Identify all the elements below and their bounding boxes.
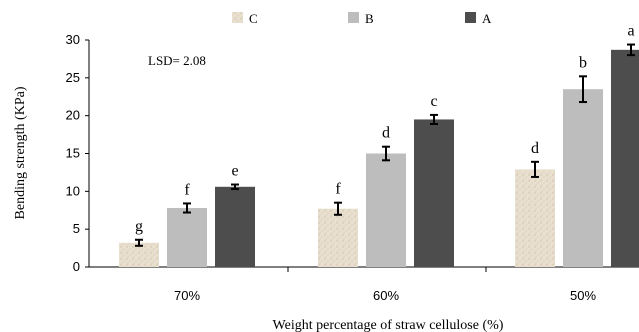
bar-C-60pct [318,208,358,267]
category-label: 70% [174,288,200,303]
bar-C-70pct [119,242,159,267]
significance-letter: g [135,218,143,235]
bar-A-50pct [611,49,639,267]
y-tick-label: 10 [66,183,80,198]
bar-C-50pct [515,169,555,267]
significance-letter: a [627,23,634,40]
legend-swatch-C [232,12,243,23]
y-tick-label: 25 [66,70,80,85]
bar-B-60pct [366,153,406,267]
significance-letter: e [231,163,238,180]
significance-letter: d [382,125,390,142]
bars: g f e f d c d b a [119,23,639,267]
category-label: 50% [570,288,596,303]
y-tick-label: 20 [66,108,80,123]
significance-letter: b [579,54,587,71]
bar-A-60pct [414,119,454,267]
y-tick-label: 30 [66,32,80,47]
significance-letter: f [184,181,190,198]
legend-swatch-A [465,12,476,23]
category-label: 60% [373,288,399,303]
bar-B-50pct [563,89,603,267]
legend-swatch-B [348,12,359,23]
legend-label-A: A [482,11,492,26]
legend-label-B: B [365,11,374,26]
y-tick-label: 0 [73,259,80,274]
y-tick-label: 5 [73,221,80,236]
x-axis-title: Weight percentage of straw cellulose (%) [273,318,504,332]
bar-B-70pct [167,207,207,267]
significance-letter: d [531,140,539,157]
significance-letter: c [430,93,437,110]
bar-A-70pct [215,186,255,267]
y-axis-title: Bending strength (KPa) [13,86,28,219]
lsd-annotation: LSD= 2.08 [148,53,206,68]
legend-label-C: C [249,11,258,26]
y-tick-label: 15 [66,146,80,161]
significance-letter: f [335,181,341,198]
